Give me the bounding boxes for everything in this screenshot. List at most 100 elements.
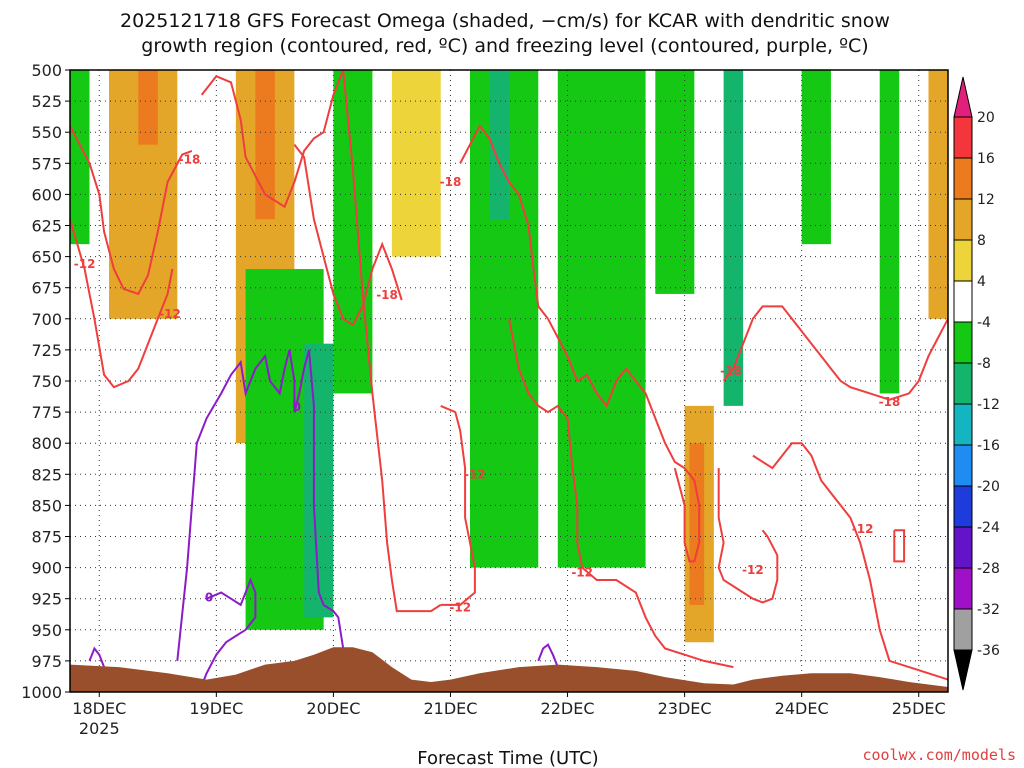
contour-label-5: -12 [464,467,486,481]
y-tick-label-11: 775 [31,403,62,422]
omega-cell-17 [879,70,900,394]
dendritic-contour-1 [69,219,174,389]
x-tick-label-5: 23DEC [658,699,712,718]
colorbar-tick-label-0: 20 [977,110,995,126]
y-tick-label-15: 875 [31,528,62,547]
colorbar-cell-8 [953,444,973,487]
colorbar-cell-5 [953,321,973,364]
contour-label-2: -12 [159,307,181,321]
y-tick-label-10: 750 [31,372,62,391]
y-tick-label-14: 850 [31,496,62,515]
contour-label-13: 0 [205,590,213,604]
y-tick-label-7: 675 [31,279,62,298]
colorbar-cell-1 [953,157,973,200]
y-tick-label-3: 575 [31,154,62,173]
freezing-contour-3 [537,643,559,668]
colorbar-bottom-triangle [953,649,973,691]
x-tick-label-4: 22DEC [541,699,595,718]
y-tick-label-5: 625 [31,217,62,236]
colorbar-cell-0 [953,116,973,159]
x-tick-label-6: 24DEC [775,699,829,718]
colorbar-tick-label-13: -36 [977,643,1000,659]
omega-cell-6 [304,343,334,618]
colorbar-tick-label-9: -20 [977,479,1000,495]
dendritic-contour-6 [440,404,476,606]
x-tick-label-1: 19DEC [189,699,243,718]
omega-cell-18 [928,70,948,319]
colorbar-cell-7 [953,403,973,446]
omega-cell-12 [655,70,695,294]
contour-label-3: -18 [376,288,398,302]
dendritic-contour-3 [293,143,403,327]
contour-label-7: -12 [571,566,593,580]
dendritic-contour-5 [459,124,549,320]
y-tick-label-19: 975 [31,652,62,671]
dendritic-contour-4 [342,69,442,613]
colorbar-tick-label-12: -32 [977,602,1000,618]
omega-cell-14 [689,443,705,605]
contour-label-9: -18 [720,364,742,378]
contour-label-12: 0 [293,400,301,414]
y-tick-label-6: 650 [31,248,62,267]
y-tick-label-2: 550 [31,123,62,142]
x-tick-label-3: 21DEC [423,699,477,718]
freezing-contour-2 [88,646,106,668]
x-tick-label-2: 20DEC [306,699,360,718]
colorbar-tick-label-11: -28 [977,561,1000,577]
y-tick-label-13: 825 [31,465,62,484]
contour-label-1: -12 [74,257,96,271]
y-tick-label-12: 800 [31,434,62,453]
dendritic-contour-7 [508,318,734,669]
omega-cell-15 [723,70,744,406]
colorbar-tick-label-8: -16 [977,438,1000,454]
y-tick-label-17: 925 [31,590,62,609]
y-tick-label-18: 950 [31,621,62,640]
omega-cell-2 [138,70,158,145]
colorbar-cell-3 [953,239,973,282]
colorbar-cell-10 [953,526,973,569]
omega-cell-4 [255,70,275,220]
contour-label-6: -12 [449,600,471,614]
contour-label-0: -18 [179,153,201,167]
omega-cell-8 [391,70,441,257]
y-tick-label-20: 1000 [21,683,62,702]
chart-title-line-2: growth region (contoured, red, ºC) and f… [141,35,868,57]
omega-cell-7 [333,70,373,394]
contour-label-4: -18 [440,175,462,189]
y-axis-ticks: 500 525 550 575 600 625 650 675 700 725 750 775 800 8… [21,61,70,702]
colorbar-top-triangle [953,76,973,118]
colorbar-tick-label-2: 12 [977,192,995,208]
freezing-contour-1 [200,577,257,687]
dendritic-contour-11 [722,305,949,401]
dendritic-contour-0 [69,125,193,296]
y-tick-label-16: 900 [31,559,62,578]
y-tick-label-4: 600 [31,185,62,204]
dendritic-contour-9 [673,467,701,563]
dendritic-contour-8 [547,318,686,469]
dendritic-growth-contours [69,69,949,681]
colorbar-tick-label-10: -24 [977,520,1000,536]
colorbar-tick-label-5: -4 [977,315,991,331]
y-tick-label-1: 525 [31,92,62,111]
colorbar-legend: 20 16 12 8 4 -4 -8 -12 -16 -20 -24 -28 -32 -36 [953,76,1000,691]
colorbar-cell-4 [953,280,973,323]
omega-cell-16 [801,70,831,245]
colorbar-cell-2 [953,198,973,241]
y-tick-label-9: 725 [31,341,62,360]
colorbar-tick-label-6: -8 [977,356,991,372]
terrain-layer [70,647,948,692]
omega-cell-10 [489,70,509,220]
contour-label-8: -12 [742,563,764,577]
dendritic-contour-10 [717,468,779,604]
dendritic-contour-12 [752,442,949,681]
omega-cell-0 [70,70,90,245]
dendritic-contour-13 [893,529,906,563]
contour-label-11: -12 [852,522,874,536]
x-axis-ticks: 18DEC 19DEC 20DEC 21DEC 22DEC 23DEC 24DEC 25DEC… [72,692,946,738]
colorbar-cell-12 [953,608,973,651]
colorbar-cell-9 [953,485,973,528]
colorbar-cell-6 [953,362,973,405]
credit-text[interactable]: coolwx.com/models [862,746,1016,764]
x-year-label: 2025 [79,719,120,738]
